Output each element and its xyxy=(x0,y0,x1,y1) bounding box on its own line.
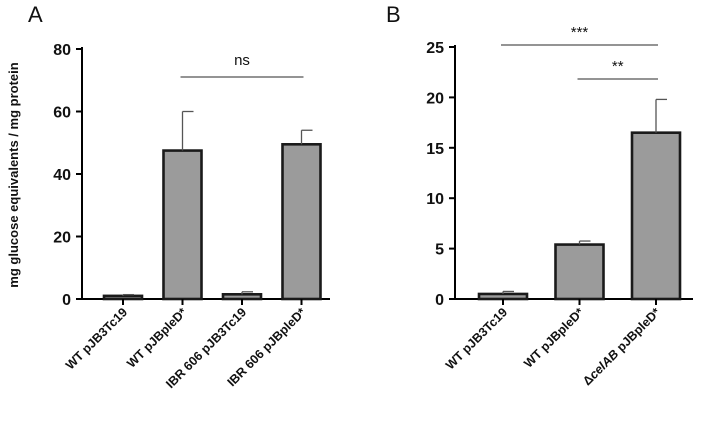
significance-label: ns xyxy=(234,52,250,69)
panel-a: A mg glucose equivalents / mg protein 0 2… xyxy=(6,2,330,391)
bar xyxy=(221,293,263,301)
y-tick-label: 5 xyxy=(435,242,444,259)
y-tick-label: 0 xyxy=(435,292,444,309)
y-axis-label: mg glucose equivalents / mg protein xyxy=(6,62,21,287)
bar xyxy=(102,294,144,301)
bar xyxy=(554,243,605,301)
x-tick-label: WT pJBpleD* xyxy=(124,305,189,370)
y-tick-label: 60 xyxy=(53,105,71,122)
x-tick-label: WT pJB3Tc19 xyxy=(443,305,510,372)
significance-label: *** xyxy=(571,24,589,41)
x-tick-label: WT pJBpleD* xyxy=(521,305,586,370)
y-tick-label: 25 xyxy=(426,40,444,57)
y-tick-label: 20 xyxy=(53,230,71,247)
panel-a-label: A xyxy=(28,2,43,27)
x-tick-label: WT pJB3Tc19 xyxy=(63,305,130,372)
y-tick-label: 80 xyxy=(53,42,71,59)
x-tick-label: ΔcelAB pJBpleD* xyxy=(580,305,663,388)
y-tick-label: 0 xyxy=(62,292,71,309)
bar xyxy=(477,292,529,301)
y-tick-label: 40 xyxy=(53,167,71,184)
y-tick-label: 10 xyxy=(426,191,444,208)
significance-label: ** xyxy=(612,58,624,75)
y-tick-label: 20 xyxy=(426,90,444,107)
bar xyxy=(281,143,322,301)
panel-b: B 0 5 10 15 20 25 WT pJB3Tc19 WT pJBpleD*ΔcelA… xyxy=(386,2,693,388)
panel-b-label: B xyxy=(386,2,401,27)
y-tick-label: 15 xyxy=(426,141,444,158)
bar xyxy=(162,149,203,301)
bar xyxy=(630,131,682,301)
